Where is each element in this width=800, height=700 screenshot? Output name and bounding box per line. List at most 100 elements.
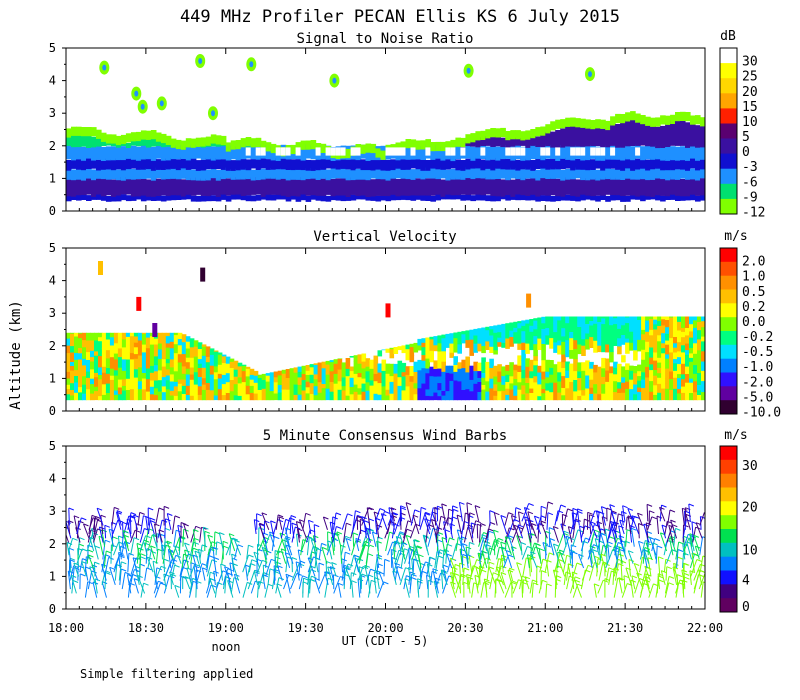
vv-cell (665, 316, 670, 320)
vv-cell (297, 394, 303, 401)
wind-barb (285, 574, 291, 594)
wind-barb (395, 536, 402, 552)
vv-cell (565, 316, 570, 324)
vv-cell (637, 391, 642, 401)
vv-cell (141, 351, 147, 364)
wind-barb (144, 528, 149, 547)
vv-cell (149, 343, 155, 357)
vv-cell (509, 322, 514, 327)
vv-cell (561, 327, 566, 337)
vv-cell (417, 359, 422, 371)
vv-cell (697, 384, 702, 391)
vv-cell (213, 394, 219, 401)
snr-cell (290, 144, 297, 155)
snr-cell (665, 178, 671, 197)
vv-cell (289, 368, 295, 372)
vv-cell (377, 363, 383, 373)
wind-barb (205, 578, 212, 594)
wind-barb (529, 579, 533, 594)
snr-cell (515, 194, 521, 201)
colorbar-swatch (720, 487, 737, 502)
snr-cell (495, 128, 501, 138)
vv-cell (117, 393, 123, 401)
snr-cell (630, 178, 636, 196)
vv-cell (493, 383, 498, 391)
colorbar-tick-label: 10 (742, 544, 758, 559)
wind-barb-flag (652, 542, 658, 546)
colorbar-swatch (720, 138, 737, 155)
snr-gap (505, 147, 511, 156)
colorbar-tick-label: 25 (742, 70, 758, 85)
snr-cell (560, 179, 566, 197)
snr-cell (295, 179, 302, 197)
vv-cell (649, 342, 654, 348)
wind-barb (472, 520, 477, 535)
vv-cell (393, 373, 399, 381)
vv-cell (625, 363, 630, 370)
snr-cell (150, 169, 157, 181)
snr-cell (565, 117, 571, 127)
vv-cell (241, 392, 247, 401)
snr-cell (635, 179, 641, 197)
wind-barb (98, 526, 104, 543)
vv-cell (209, 354, 215, 366)
wind-barb-flag (431, 570, 438, 574)
wind-barb (563, 571, 567, 585)
wind-barb (417, 578, 419, 594)
wind-barb (688, 503, 691, 522)
wind-barb-flag (285, 527, 291, 531)
wind-barb-flag (69, 557, 76, 561)
wind-barb (199, 527, 202, 543)
wind-barb (224, 576, 227, 594)
snr-gap (280, 147, 287, 156)
snr-cell (400, 141, 407, 151)
wind-barb-flag (136, 523, 142, 527)
vv-cell (621, 392, 626, 401)
vv-cell (573, 348, 578, 360)
snr-cell (570, 159, 576, 171)
snr-cell (170, 168, 177, 179)
snr-cell (395, 179, 402, 197)
wind-barb-flag (584, 518, 590, 522)
vv-cell (94, 339, 99, 352)
snr-cell (430, 178, 436, 196)
wind-barb (228, 533, 236, 552)
vv-cell (313, 363, 319, 365)
wind-barb-flag (533, 582, 539, 586)
wind-barb (276, 550, 280, 568)
vv-cell (377, 350, 383, 357)
snr-cell (680, 111, 686, 121)
vv-cell (217, 354, 223, 365)
wind-barb-flag (232, 563, 238, 567)
vv-cell (657, 383, 662, 393)
wind-barb (639, 557, 643, 573)
vv-cell (245, 393, 251, 401)
vv-cell (553, 323, 558, 333)
wind-barb-flag (572, 551, 578, 555)
wind-barb-flag (345, 566, 351, 570)
x-tick-label: 21:00 (527, 621, 563, 635)
vv-cell (553, 341, 558, 353)
vv-cell (257, 377, 263, 390)
snr-cell (305, 159, 312, 171)
wind-barb (535, 543, 541, 560)
vv-cell (94, 350, 99, 356)
wind-barb (410, 509, 416, 526)
snr-cell (135, 131, 142, 142)
wind-barb (500, 572, 507, 590)
vv-cell (109, 332, 115, 338)
snr-cell (480, 130, 486, 140)
vv-cell (601, 317, 606, 325)
snr-cell (275, 158, 282, 170)
snr-cell (650, 179, 656, 197)
vv-cell (285, 377, 291, 390)
vv-cell (649, 363, 654, 371)
snr-cell (565, 157, 571, 169)
snr-cell (660, 178, 666, 196)
wind-barb (554, 553, 561, 573)
wind-barb-flag (534, 515, 540, 519)
vv-cell (217, 388, 223, 401)
vv-cell (361, 382, 367, 392)
vv-cell (549, 382, 554, 393)
vv-cell (673, 351, 678, 360)
